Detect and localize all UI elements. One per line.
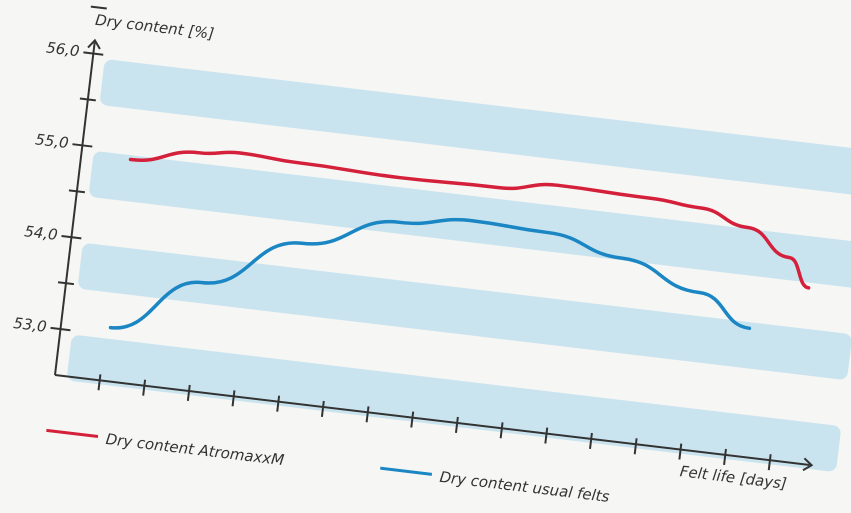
y-tick: [72, 143, 93, 148]
x-tick: [723, 448, 727, 465]
x-axis: [54, 374, 810, 466]
y-axis: [54, 42, 96, 376]
x-tick: [544, 427, 549, 444]
x-tick: [97, 374, 102, 391]
x-tick: [589, 432, 593, 449]
legend-label: Dry content AtromaxxM: [105, 430, 285, 469]
x-tick: [276, 395, 281, 412]
legend-label: Dry content usual felts: [439, 468, 611, 506]
band: [100, 59, 851, 196]
x-tick: [186, 384, 191, 402]
y-tick-label: 54,0: [23, 222, 58, 244]
marks: [108, 150, 811, 331]
x-tick: [633, 438, 638, 455]
x-tick: [365, 406, 370, 423]
series-line: [108, 217, 752, 331]
y-axis-title: Dry content [%]: [94, 11, 215, 43]
y-minor-tick: [79, 97, 96, 102]
y-tick-label: 55,0: [34, 130, 69, 152]
y-tick: [61, 235, 82, 240]
y-minor-tick: [90, 5, 107, 10]
x-tick: [499, 422, 504, 439]
y-tick-label: 53,0: [12, 314, 47, 336]
band: [78, 243, 851, 380]
x-tick: [410, 411, 415, 428]
x-tick: [454, 416, 459, 434]
x-tick: [231, 390, 236, 407]
series-line: [128, 150, 811, 290]
y-tick: [83, 51, 104, 56]
x-tick: [767, 454, 772, 471]
y-tick: [50, 326, 71, 332]
x-tick: [320, 400, 325, 418]
y-arrow: [87, 38, 101, 50]
band: [67, 335, 841, 472]
x-tick: [142, 379, 147, 396]
bands: [67, 59, 851, 472]
x-arrow: [802, 457, 814, 472]
legend-swatch: [46, 428, 99, 439]
x-axis-title: Felt life [days]: [679, 462, 788, 493]
legend-swatch: [380, 466, 433, 476]
x-tick: [678, 443, 683, 460]
y-tick-label: 56,0: [45, 38, 80, 60]
y-minor-tick: [57, 281, 75, 286]
y-minor-tick: [68, 189, 85, 194]
